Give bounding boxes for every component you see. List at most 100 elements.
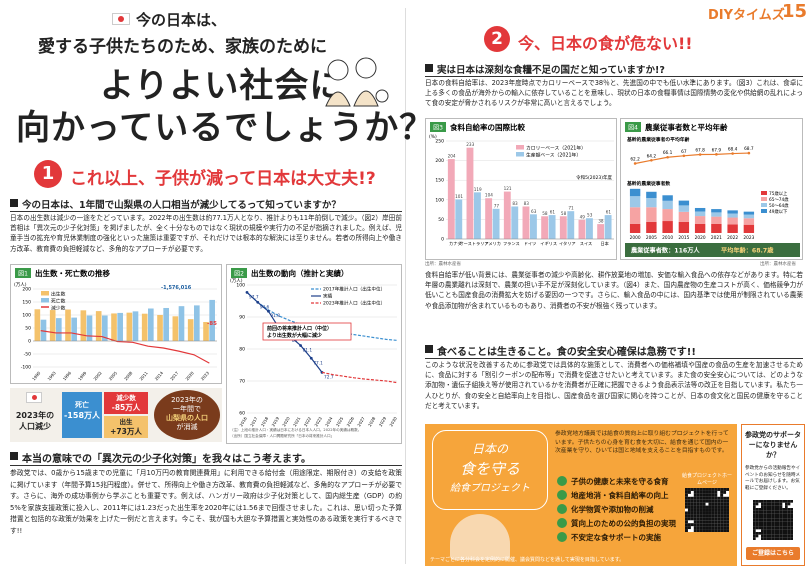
qr-cell [782, 524, 785, 527]
qr-cell [763, 526, 767, 530]
qr-cell [753, 513, 756, 516]
legend-label: 49歳以下 [769, 208, 788, 215]
qr-cell [782, 532, 785, 535]
qr-cell [720, 526, 724, 530]
unit: (%) [429, 134, 437, 140]
line [246, 291, 398, 341]
qr-cell [726, 488, 729, 491]
item-number [557, 504, 567, 514]
qr-cell [777, 526, 780, 530]
qr-cell [708, 505, 712, 509]
figure-label: 図3 [433, 125, 443, 132]
point [256, 300, 260, 304]
qr-cell [766, 518, 769, 522]
x-tick-label: 2020 [695, 235, 706, 241]
figure-title: 農業従事者数と平均年齢 [645, 122, 728, 132]
qr-cell [785, 524, 788, 527]
subtitle: 基幹的農業従事者の平均年齢 [627, 136, 690, 143]
paragraph: 日本の食料自給率は、2023年度時点でカロリーベースで38％と、先進国の中でも低… [425, 79, 803, 108]
point [633, 162, 637, 165]
qr-cell [763, 524, 767, 527]
qr-cell [771, 513, 775, 516]
qr-cell [711, 517, 715, 521]
qr-cell [705, 508, 709, 512]
qr-cell [711, 514, 715, 518]
bar [474, 192, 481, 239]
qr-cell [763, 500, 767, 503]
decrease-box: 減少数 -85万人 [104, 392, 148, 414]
qr-cell [699, 526, 703, 530]
bar-segment [662, 200, 673, 210]
figure: 図1 出生数・死亡数の推移 (万人) -100 -50 0 50 100 150 200 出生数死亡… [10, 264, 222, 384]
text: 給食プロジェクト [450, 483, 530, 494]
item-number [557, 490, 567, 500]
family-illustration [325, 57, 389, 107]
qr-cell [761, 524, 764, 527]
bar-segment [662, 209, 673, 222]
x-tick-label: 2022 [303, 416, 313, 428]
item-text: 質向上のための公的負担の実現 [571, 518, 676, 528]
qr-cell [774, 508, 777, 511]
register-button[interactable]: ご登録はこちら [746, 547, 800, 560]
value-label: 83 [524, 201, 530, 206]
qr-cell [755, 532, 759, 535]
body [353, 90, 379, 107]
qr-cell [687, 502, 691, 506]
x-tick-label: オーストラリア [459, 241, 488, 247]
bar [203, 322, 209, 341]
headline: 向かっているでしょうか？ [16, 108, 435, 148]
qr-code[interactable] [753, 500, 793, 540]
qr-cell [696, 488, 700, 491]
qr-cell [693, 511, 697, 515]
note: （注）上段の推計人口・実績は日本における日本人人口。2022年の実績は概数。 [230, 427, 361, 432]
intro: 今の日本は、 [136, 11, 227, 29]
qr-cell [782, 500, 785, 503]
qr-cell [685, 490, 688, 494]
qr-cell [717, 505, 721, 509]
qr-cell [787, 513, 791, 516]
value: -158万人 [63, 411, 101, 420]
paragraph: 日本の出生数は減少の一途をたどっています。2022年の出生数は約77.1万人とな… [10, 214, 402, 253]
qr-cell [711, 493, 715, 497]
qr-cell [690, 523, 694, 527]
x-tick-label: アメリカ [484, 241, 501, 247]
head [327, 59, 349, 81]
qr-cell [685, 493, 688, 497]
bar [548, 215, 556, 239]
project-footer: テーマごとに各分科会を定例的に開催、議会質問などを通して実現を目指しています。 [430, 557, 625, 563]
pet [375, 89, 389, 103]
x-tick-label: 2028 [367, 416, 377, 428]
qr-cell [774, 502, 777, 506]
qr-cell [771, 518, 775, 522]
y-tick-label: 50 [438, 217, 444, 223]
qr-cell [774, 505, 777, 508]
x-tick-label: イタリア [559, 240, 576, 247]
point [731, 152, 734, 155]
value-label: 81.1 [303, 347, 313, 353]
qr-cell [753, 526, 756, 530]
qr-cell [714, 523, 718, 527]
qr-cell [696, 493, 700, 497]
qr-cell [693, 529, 697, 532]
figure-label: 図1 [18, 271, 28, 278]
paragraph: このような状況を改善するために参政党では具体的な施策として、消費者への価格補填や… [425, 361, 803, 410]
qr-cell [777, 524, 780, 527]
qr-cell [753, 505, 756, 508]
qr-cell [726, 505, 729, 509]
qr-cell [777, 532, 780, 535]
divider [405, 8, 406, 564]
qr-cell [714, 488, 718, 491]
value-label: 67.9 [712, 147, 722, 153]
qr-cell [690, 496, 694, 500]
qr-cell [714, 493, 718, 497]
qr-cell [790, 534, 793, 538]
x-tick-label: 2005 [108, 370, 119, 381]
qr-cell [693, 493, 697, 497]
qr-cell [726, 508, 729, 512]
qr-cell [769, 516, 772, 519]
qr-cell [702, 523, 706, 527]
bar [492, 208, 500, 239]
qr-cell [690, 505, 694, 509]
qr-code[interactable] [685, 488, 729, 532]
qr-cell [690, 499, 694, 503]
